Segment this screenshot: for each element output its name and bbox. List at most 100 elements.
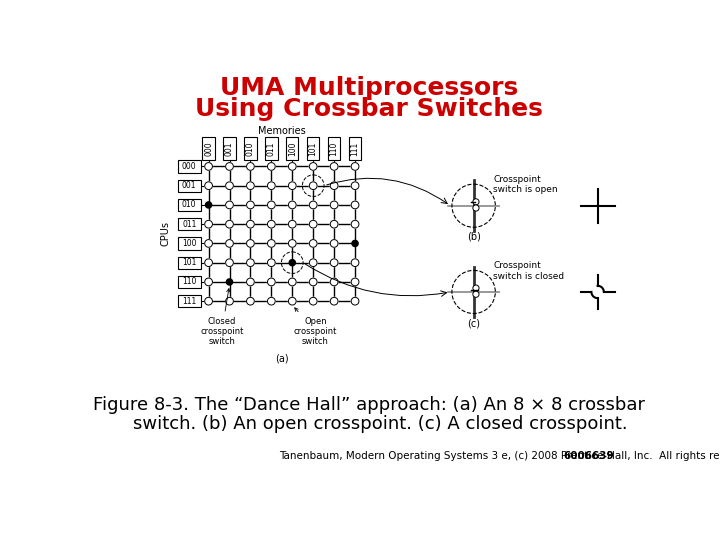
Bar — [202, 137, 215, 160]
Circle shape — [267, 163, 275, 170]
Circle shape — [310, 182, 317, 190]
Text: 001: 001 — [225, 141, 234, 156]
Text: 101: 101 — [182, 258, 197, 267]
Circle shape — [246, 278, 254, 286]
Circle shape — [289, 278, 296, 286]
Circle shape — [310, 240, 317, 247]
Circle shape — [267, 298, 275, 305]
Text: Memories: Memories — [258, 126, 306, 136]
Circle shape — [225, 220, 233, 228]
Circle shape — [473, 285, 479, 291]
Circle shape — [267, 278, 275, 286]
Circle shape — [204, 278, 212, 286]
Circle shape — [330, 298, 338, 305]
Circle shape — [330, 182, 338, 190]
Text: 6006639: 6006639 — [563, 451, 614, 461]
Circle shape — [225, 201, 233, 209]
Circle shape — [246, 240, 254, 247]
Circle shape — [289, 163, 296, 170]
Circle shape — [225, 259, 233, 267]
Circle shape — [204, 240, 212, 247]
Circle shape — [289, 298, 296, 305]
Circle shape — [289, 220, 296, 228]
Text: 001: 001 — [182, 181, 197, 190]
Text: (b): (b) — [467, 232, 480, 242]
Bar — [178, 218, 201, 231]
Circle shape — [225, 298, 233, 305]
Bar — [307, 137, 320, 160]
Bar — [265, 137, 277, 160]
Circle shape — [330, 259, 338, 267]
Circle shape — [351, 182, 359, 190]
Circle shape — [352, 240, 358, 247]
Circle shape — [289, 182, 296, 190]
Text: Crosspoint
switch is closed: Crosspoint switch is closed — [493, 261, 564, 281]
Circle shape — [330, 163, 338, 170]
Circle shape — [310, 220, 317, 228]
Circle shape — [351, 163, 359, 170]
Circle shape — [204, 163, 212, 170]
Circle shape — [351, 298, 359, 305]
Bar — [178, 276, 201, 288]
Text: 010: 010 — [246, 141, 255, 156]
Circle shape — [310, 163, 317, 170]
Circle shape — [330, 240, 338, 247]
Circle shape — [330, 220, 338, 228]
Text: 111: 111 — [182, 296, 197, 306]
Circle shape — [246, 201, 254, 209]
Circle shape — [289, 260, 295, 266]
Circle shape — [226, 279, 233, 285]
Circle shape — [310, 259, 317, 267]
Text: 110: 110 — [182, 278, 197, 286]
Text: Closed
crosspoint
switch: Closed crosspoint switch — [200, 289, 243, 346]
Circle shape — [289, 240, 296, 247]
Circle shape — [204, 182, 212, 190]
Bar — [178, 295, 201, 307]
Circle shape — [267, 259, 275, 267]
Circle shape — [330, 278, 338, 286]
Circle shape — [351, 220, 359, 228]
Text: 011: 011 — [267, 141, 276, 156]
Text: Tanenbaum, Modern Operating Systems 3 e, (c) 2008 Prentice-Hall, Inc.  All right: Tanenbaum, Modern Operating Systems 3 e,… — [279, 451, 720, 461]
Circle shape — [225, 182, 233, 190]
Bar — [349, 137, 361, 160]
Text: Crosspoint
switch is open: Crosspoint switch is open — [493, 175, 557, 194]
Circle shape — [473, 291, 479, 298]
Circle shape — [267, 220, 275, 228]
Circle shape — [310, 278, 317, 286]
Text: 111: 111 — [351, 141, 359, 156]
Circle shape — [246, 298, 254, 305]
Bar — [328, 137, 341, 160]
Text: 101: 101 — [309, 141, 318, 156]
Bar — [244, 137, 256, 160]
Circle shape — [205, 202, 212, 208]
Circle shape — [310, 201, 317, 209]
Circle shape — [246, 182, 254, 190]
Text: (c): (c) — [467, 318, 480, 328]
Text: 110: 110 — [330, 141, 338, 156]
Text: 011: 011 — [182, 220, 197, 229]
Text: UMA Multiprocessors: UMA Multiprocessors — [220, 76, 518, 100]
Circle shape — [267, 240, 275, 247]
Circle shape — [473, 205, 479, 211]
Text: switch. (b) An open crosspoint. (c) A closed crosspoint.: switch. (b) An open crosspoint. (c) A cl… — [110, 415, 628, 433]
Circle shape — [225, 240, 233, 247]
Text: (a): (a) — [275, 354, 289, 363]
Text: 100: 100 — [288, 141, 297, 156]
Circle shape — [289, 201, 296, 209]
Circle shape — [204, 259, 212, 267]
Text: Figure 8-3. The “Dance Hall” approach: (a) An 8 × 8 crossbar: Figure 8-3. The “Dance Hall” approach: (… — [93, 396, 645, 414]
Circle shape — [351, 201, 359, 209]
Bar — [178, 237, 201, 249]
Text: CPUs: CPUs — [161, 221, 171, 246]
Text: Open
crosspoint
switch: Open crosspoint switch — [294, 308, 337, 346]
Circle shape — [310, 298, 317, 305]
Bar — [178, 160, 201, 173]
Circle shape — [351, 278, 359, 286]
Circle shape — [330, 201, 338, 209]
Text: 000: 000 — [204, 141, 213, 156]
Circle shape — [267, 201, 275, 209]
Text: 010: 010 — [182, 200, 197, 210]
Bar — [286, 137, 299, 160]
Circle shape — [225, 163, 233, 170]
